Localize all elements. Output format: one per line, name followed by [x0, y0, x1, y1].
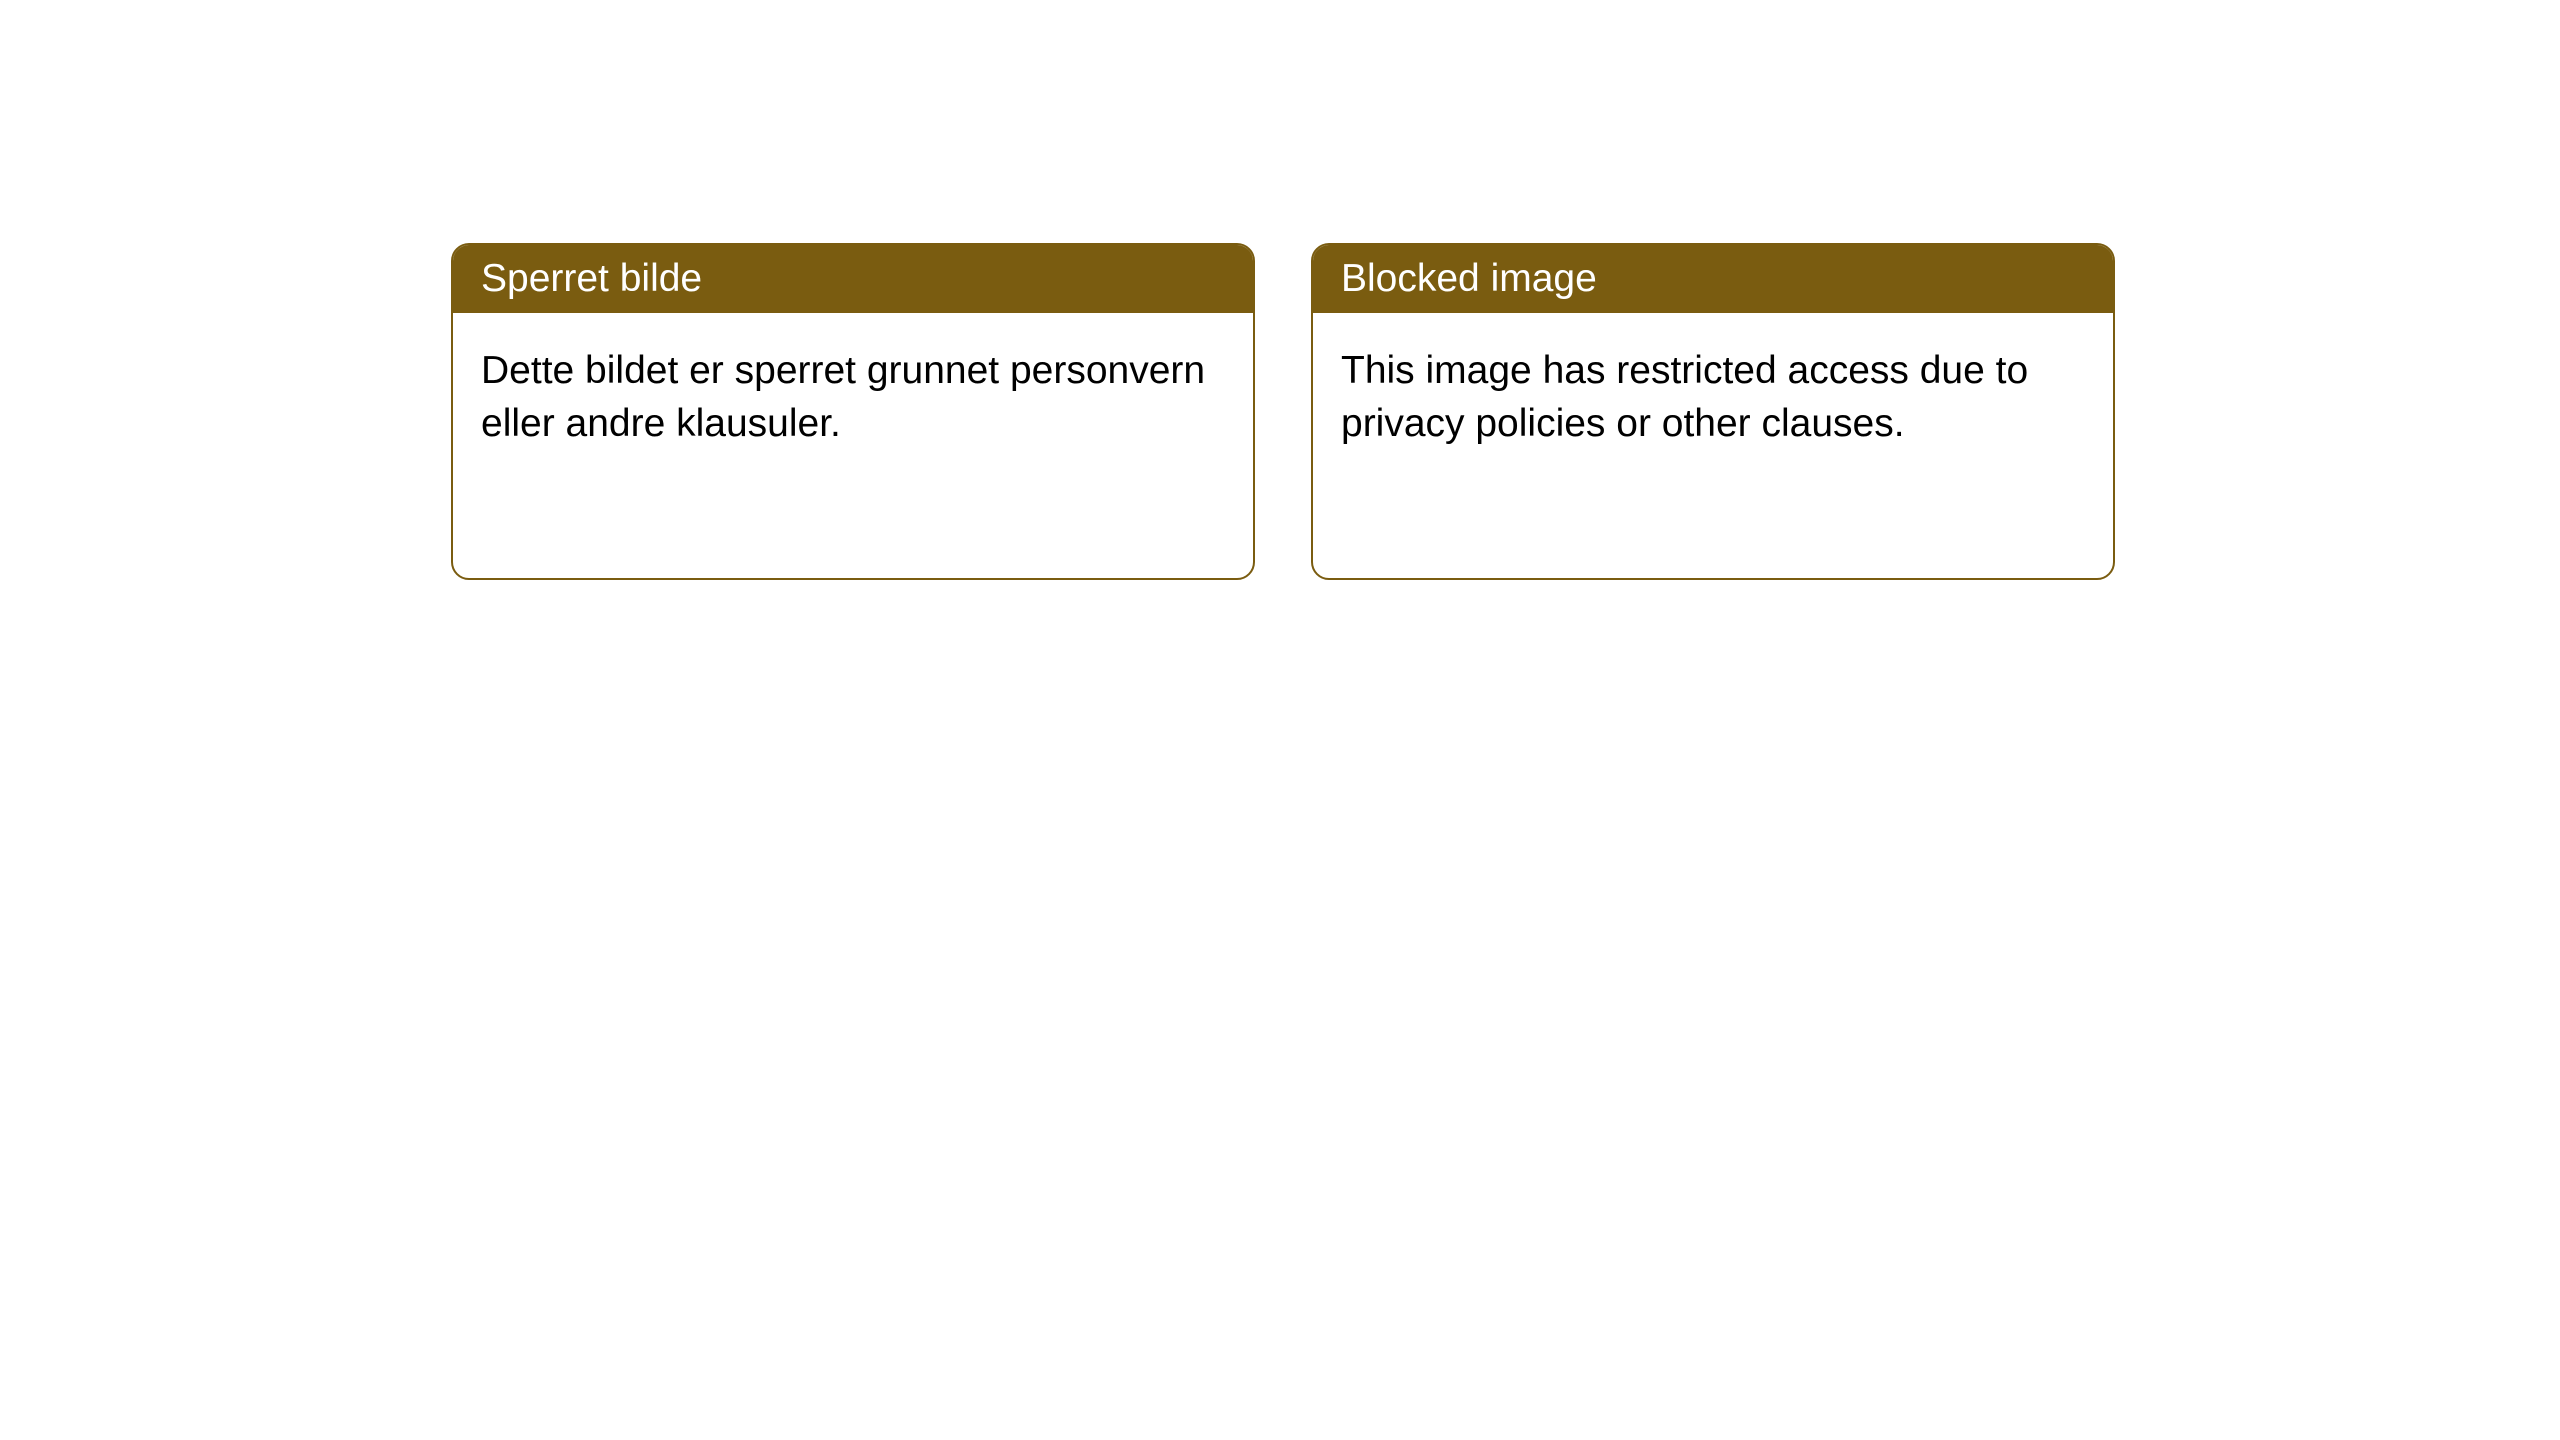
card-body-text: This image has restricted access due to … — [1341, 349, 2028, 445]
notice-card-norwegian: Sperret bilde Dette bildet er sperret gr… — [451, 243, 1255, 580]
card-header-text: Blocked image — [1341, 257, 1597, 300]
card-body-text: Dette bildet er sperret grunnet personve… — [481, 349, 1205, 445]
card-header: Blocked image — [1313, 245, 2113, 313]
card-header-text: Sperret bilde — [481, 257, 702, 300]
notice-container: Sperret bilde Dette bildet er sperret gr… — [451, 243, 2115, 580]
card-body: This image has restricted access due to … — [1313, 313, 2113, 482]
card-body: Dette bildet er sperret grunnet personve… — [453, 313, 1253, 482]
card-header: Sperret bilde — [453, 245, 1253, 313]
notice-card-english: Blocked image This image has restricted … — [1311, 243, 2115, 580]
